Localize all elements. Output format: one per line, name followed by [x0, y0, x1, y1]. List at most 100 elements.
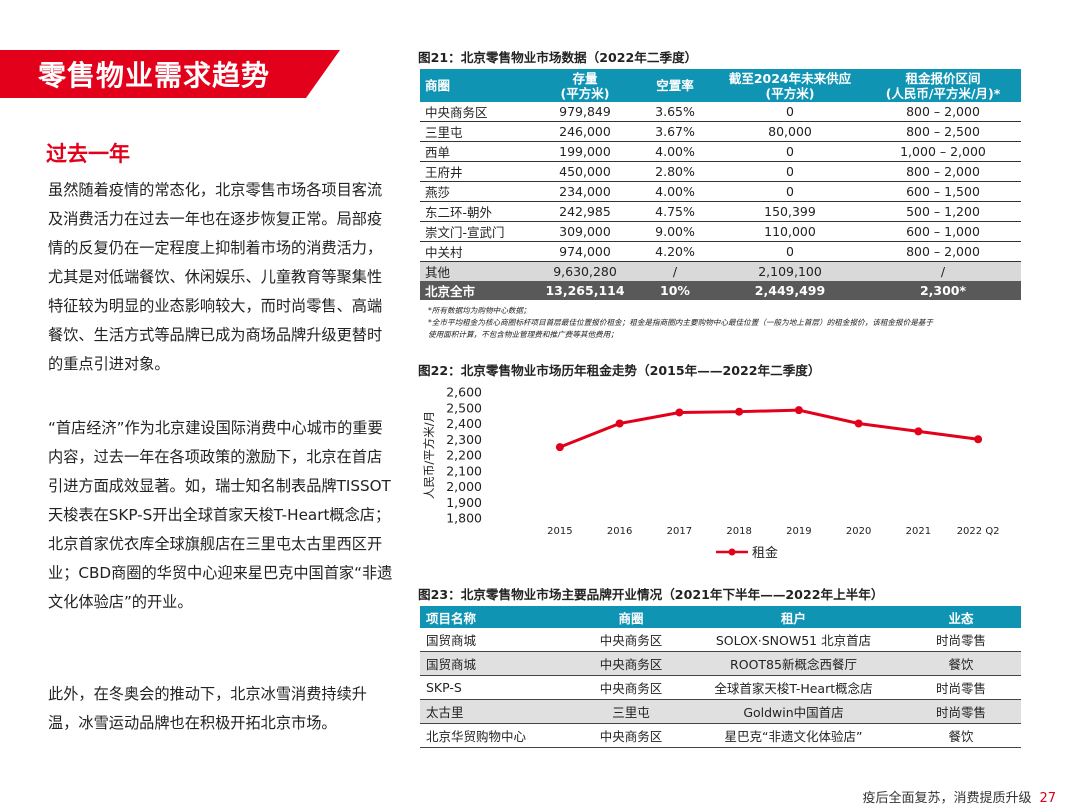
cell: 三里屯	[420, 121, 535, 142]
cell: 1,000 – 2,000	[865, 141, 1021, 162]
x-tick-label: 2017	[667, 526, 692, 537]
table-row: 东二环-朝外 242,985 4.75% 150,399 500 – 1,200	[420, 201, 1021, 222]
data-point	[675, 408, 684, 417]
table-row: 中关村 974,000 4.20% 0 800 – 2,000	[420, 241, 1021, 262]
table-row: 国贸商城 中央商务区 ROOT85新概念西餐厅 餐饮	[420, 651, 1021, 676]
cell: 199,000	[535, 141, 635, 162]
note-line: *全市平均租金为核心商圈标杆项目首层最佳位置报价租金；租金是指商圈内主要购物中心…	[428, 318, 933, 327]
cell: 234,000	[535, 181, 635, 202]
data-point	[615, 419, 624, 428]
cell: 燕莎	[420, 181, 535, 202]
cell: 600 – 1,500	[865, 181, 1021, 202]
cell: 王府井	[420, 161, 535, 182]
cell: Goldwin中国首店	[686, 699, 901, 724]
fig21-col-stock: 存量 (平方米)	[535, 69, 635, 102]
x-tick-label: 2020	[846, 526, 871, 537]
y-tick-label: 2,500	[446, 400, 482, 415]
fig23-col: 商圈	[576, 606, 686, 628]
cell: 2,449,499	[715, 281, 865, 300]
series-line-rent	[559, 408, 979, 449]
page-number: 27	[1039, 791, 1056, 806]
cell: 中央商务区	[420, 102, 535, 122]
cell: 餐饮	[901, 651, 1021, 676]
fig21-table: 商圈 存量 (平方米) 空置率 截至2024年未来供应 (平方米) 租金报价区间…	[420, 69, 1021, 300]
y-tick-label: 1,800	[446, 511, 482, 526]
cell: 全球首家天梭T-Heart概念店	[686, 675, 901, 700]
cell: 600 – 1,000	[865, 221, 1021, 242]
section-banner: 零售物业需求趋势	[0, 50, 360, 98]
y-tick-label: 2,600	[446, 385, 482, 400]
banner-shape	[0, 50, 340, 98]
cell: 80,000	[715, 121, 865, 142]
fig23-col: 项目名称	[420, 606, 576, 628]
cell: 餐饮	[901, 723, 1021, 748]
section-title: 零售物业需求趋势	[38, 59, 271, 92]
cell: 中央商务区	[576, 723, 686, 748]
cell: 4.20%	[635, 241, 715, 262]
cell: 其他	[420, 261, 535, 281]
fig23-table: 项目名称 商圈 租户 业态 国贸商城 中央商务区 SOLOX·SNOW51 北京…	[420, 606, 1021, 748]
cell: 3.67%	[635, 121, 715, 142]
x-tick-label: 2022 Q2	[957, 526, 1000, 537]
x-tick-label: 2021	[906, 526, 931, 537]
fig21-col-stock-l2: (平方米)	[560, 85, 610, 101]
table-row: 北京华贸购物中心 中央商务区 星巴克“非遗文化体验店” 餐饮	[420, 723, 1021, 748]
y-tick-label: 2,300	[446, 432, 482, 447]
cell: 0	[715, 181, 865, 202]
cell: 崇文门-宣武门	[420, 221, 535, 242]
cell: 3.65%	[635, 102, 715, 122]
legend-marker	[728, 548, 736, 556]
cell: 800 – 2,500	[865, 121, 1021, 142]
note-line: 使用面积计算，不包含物业管理费和推广费等其他费用；	[428, 330, 618, 339]
paragraph-1: 虽然随着疫情的常态化，北京零售市场各项目客流及消费活力在过去一年也在逐步恢复正常…	[48, 181, 383, 373]
table-row-total: 北京全市 13,265,114 10% 2,449,499 2,300*	[420, 281, 1021, 300]
table-row: 燕莎 234,000 4.00% 0 600 – 1,500	[420, 181, 1021, 202]
x-tick-label: 2018	[726, 526, 751, 537]
cell: 13,265,114	[535, 281, 635, 300]
x-tick-label: 2015	[547, 526, 572, 537]
cell: 0	[715, 161, 865, 182]
fig21-col-district: 商圈	[420, 69, 535, 102]
cell: 974,000	[535, 241, 635, 262]
page-footer: 疫后全面复苏，消费提质升级 27	[862, 787, 1056, 806]
cell: 中央商务区	[576, 651, 686, 676]
cell: 2,109,100	[715, 261, 865, 281]
cell: 中央商务区	[576, 675, 686, 700]
fig21-col-rent: 租金报价区间 (人民币/平方米/月)*	[865, 69, 1021, 102]
cell: 246,000	[535, 121, 635, 142]
fig21-title: 图21：北京零售物业市场数据（2022年二季度）	[418, 50, 698, 65]
cell: 979,849	[535, 102, 635, 122]
cell: 450,000	[535, 161, 635, 182]
cell: 时尚零售	[901, 675, 1021, 700]
cell: 太古里	[420, 699, 576, 724]
x-tick-label: 2019	[786, 526, 811, 537]
subheading: 过去一年	[46, 142, 130, 166]
table-row: 国贸商城 中央商务区 SOLOX·SNOW51 北京首店 时尚零售	[420, 628, 1021, 652]
paragraph-3: 此外，在冬奥会的推动下，北京冰雪消费持续升温，冰雪运动品牌也在积极开拓北京市场。	[48, 685, 367, 732]
cell: 三里屯	[576, 699, 686, 724]
cell: 800 – 2,000	[865, 241, 1021, 262]
y-tick-label: 2,400	[446, 416, 482, 431]
cell: 国贸商城	[420, 651, 576, 676]
cell: 2,300*	[865, 281, 1021, 300]
fig21-col-supply-l2: (平方米)	[765, 85, 815, 101]
cell: 0	[715, 141, 865, 162]
table-row-other: 其他 9,630,280 / 2,109,100 /	[420, 261, 1021, 281]
cell: 中关村	[420, 241, 535, 262]
cell: 10%	[635, 281, 715, 300]
fig21-notes: *所有数据均为购物中心数据； *全市平均租金为核心商圈标杆项目首层最佳位置报价租…	[428, 305, 1028, 341]
y-tick-label: 2,000	[446, 479, 482, 494]
table-row: 中央商务区 979,849 3.65% 0 800 – 2,000	[420, 102, 1021, 122]
cell: 242,985	[535, 201, 635, 222]
data-point	[735, 407, 744, 416]
cell: 星巴克“非遗文化体验店”	[686, 723, 901, 748]
cell: 东二环-朝外	[420, 201, 535, 222]
fig22-title: 图22：北京零售物业市场历年租金走势（2015年——2022年二季度）	[418, 363, 821, 378]
table-row: SKP-S 中央商务区 全球首家天梭T-Heart概念店 时尚零售	[420, 675, 1021, 700]
table-row: 王府井 450,000 2.80% 0 800 – 2,000	[420, 161, 1021, 182]
cell: SKP-S	[420, 675, 576, 700]
cell: 西单	[420, 141, 535, 162]
table-row: 西单 199,000 4.00% 0 1,000 – 2,000	[420, 141, 1021, 162]
paragraph-2: “首店经济”作为北京建设国际消费中心城市的重要内容，过去一年在各项政策的激励下，…	[48, 419, 393, 611]
cell: 500 – 1,200	[865, 201, 1021, 222]
